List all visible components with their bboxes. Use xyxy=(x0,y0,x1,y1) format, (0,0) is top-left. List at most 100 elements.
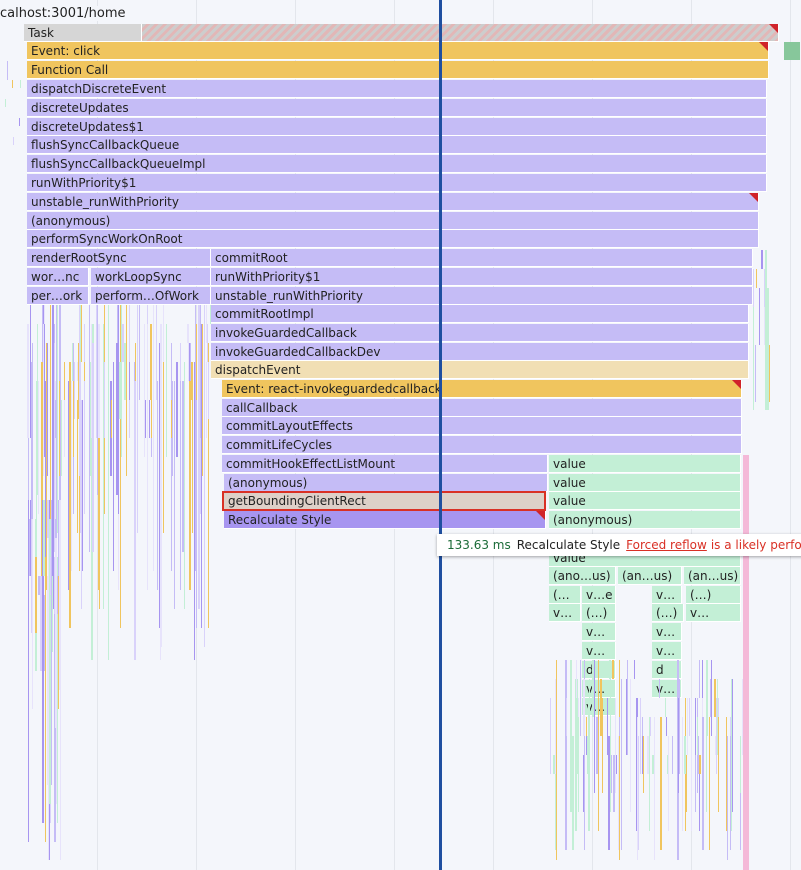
flame-sliver xyxy=(613,755,616,812)
flame-sliver xyxy=(625,679,627,755)
frame-invoke-guarded-callback[interactable]: invokeGuardedCallback xyxy=(211,324,749,342)
flame-sliver xyxy=(92,343,95,552)
flame-sliver xyxy=(571,698,573,812)
flame-sliver xyxy=(752,269,754,402)
flame-sliver xyxy=(104,362,106,438)
flame-sliver xyxy=(44,557,46,842)
frame-paren-short[interactable]: (…) xyxy=(582,604,616,622)
time-cursor-line[interactable] xyxy=(439,0,442,870)
frame-commit-root-impl[interactable]: commitRootImpl xyxy=(211,305,749,323)
frame-value[interactable]: value xyxy=(549,492,741,510)
flame-sliver xyxy=(78,343,80,419)
flame-sliver xyxy=(72,343,74,381)
frame-event-react-invokeguardedcallback[interactable]: Event: react-invokeguardedcallback xyxy=(222,380,742,398)
flame-sliver xyxy=(698,755,700,831)
frame-flush-sync-callback-queue[interactable]: flushSyncCallbackQueue xyxy=(27,136,767,154)
frame-value[interactable]: value xyxy=(549,474,741,492)
frame-commit-layout-effects[interactable]: commitLayoutEffects xyxy=(222,417,742,435)
frame-work-loop-sync[interactable]: workLoopSync xyxy=(91,268,211,286)
frame-paren-short[interactable]: (… xyxy=(549,586,581,604)
flame-sliver xyxy=(46,576,49,785)
frame-function-call[interactable]: Function Call xyxy=(27,61,769,79)
flame-sliver xyxy=(612,660,615,679)
tooltip: 133.63 ms Recalculate Style Forced reflow i… xyxy=(437,534,801,556)
frame-paren-short[interactable]: (…) xyxy=(686,586,741,604)
frame-render-root-sync[interactable]: renderRootSync xyxy=(27,249,211,267)
frame-anonymous-short[interactable]: (ano…us) xyxy=(549,567,616,585)
frame-commit-hook-effect-list-mount[interactable]: commitHookEffectListMount xyxy=(222,455,548,473)
frame-discrete-updates[interactable]: discreteUpdates xyxy=(27,99,767,117)
flame-sliver xyxy=(119,305,121,628)
flame-sliver xyxy=(121,305,123,457)
flame-sliver xyxy=(764,269,765,307)
flame-sliver xyxy=(46,500,49,538)
frame-anonymous-short[interactable]: (an…us) xyxy=(684,567,741,585)
frame-value-short[interactable]: v… xyxy=(582,642,616,660)
flame-sliver xyxy=(29,305,31,438)
frame-value-short[interactable]: v…e xyxy=(582,586,616,604)
frame-value-short[interactable]: v… xyxy=(549,604,581,622)
flame-sliver xyxy=(678,698,680,793)
tooltip-duration: 133.63 ms xyxy=(447,538,511,552)
flame-sliver xyxy=(549,698,551,774)
frame-d[interactable]: d xyxy=(652,661,682,679)
task-frame[interactable]: Task xyxy=(24,24,142,42)
flame-sliver xyxy=(589,679,591,755)
flame-sliver xyxy=(80,362,81,533)
flame-sliver xyxy=(30,362,33,628)
frame-recalculate-style[interactable]: Recalculate Style xyxy=(224,511,546,529)
frame-value[interactable]: value xyxy=(549,455,741,473)
frame-per-ork[interactable]: per…ork xyxy=(27,287,89,305)
flame-sliver xyxy=(591,660,594,717)
frame-value-short[interactable]: v… xyxy=(686,604,741,622)
flame-sliver xyxy=(182,381,185,552)
frame-value-short[interactable]: v… xyxy=(582,623,616,641)
flame-sliver xyxy=(706,660,708,736)
frame-paren-short[interactable]: (…) xyxy=(652,604,684,622)
flame-sliver xyxy=(27,324,30,438)
frame-unstable-run-with-priority[interactable]: unstable_runWithPriority xyxy=(27,193,759,211)
green-sliver xyxy=(784,42,800,60)
frame-wor-nc[interactable]: wor…nc xyxy=(27,268,89,286)
grid-line xyxy=(394,0,395,870)
flame-sliver xyxy=(57,305,59,381)
forced-reflow-link[interactable]: Forced reflow xyxy=(626,538,707,552)
flame-sliver xyxy=(118,400,120,590)
frame-value-short[interactable]: v… xyxy=(652,642,682,660)
flame-sliver xyxy=(35,557,38,633)
frame-get-bounding-client-rect-selected[interactable]: getBoundingClientRect xyxy=(222,491,546,511)
frame-discrete-updates-1[interactable]: discreteUpdates$1 xyxy=(27,118,767,136)
frame-anonymous[interactable]: (anonymous) xyxy=(27,212,759,230)
frame-anonymous-c[interactable]: (anonymous) xyxy=(549,511,741,529)
frame-perform-sync-work-on-root[interactable]: performSyncWorkOnRoot xyxy=(27,230,759,248)
flame-sliver xyxy=(49,305,51,590)
frame-invoke-guarded-callback-dev[interactable]: invokeGuardedCallbackDev xyxy=(211,343,749,361)
frame-value-short[interactable]: v… xyxy=(652,586,682,604)
frame-run-with-priority-1b[interactable]: runWithPriority$1 xyxy=(211,268,753,286)
frame-unstable-run-with-priority-b[interactable]: unstable_runWithPriority xyxy=(211,287,753,305)
frame-call-callback[interactable]: callCallback xyxy=(222,399,742,417)
frame-commit-root[interactable]: commitRoot xyxy=(211,249,753,267)
flame-sliver xyxy=(190,362,192,400)
frame-anonymous-short[interactable]: (an…us) xyxy=(618,567,682,585)
frame-commit-life-cycles[interactable]: commitLifeCycles xyxy=(222,436,742,454)
task-frame-long[interactable] xyxy=(142,24,779,42)
frame-dispatch-event[interactable]: dispatchEvent xyxy=(211,361,749,379)
flame-sliver xyxy=(694,755,696,812)
flame-sliver xyxy=(80,305,82,362)
frame-anonymous-b[interactable]: (anonymous) xyxy=(224,474,548,492)
frame-dispatch-discrete-event[interactable]: dispatchDiscreteEvent xyxy=(27,80,767,98)
flame-sliver xyxy=(764,250,767,410)
frame-event-click[interactable]: Event: click xyxy=(27,42,769,60)
frame-flush-sync-callback-queue-impl[interactable]: flushSyncCallbackQueueImpl xyxy=(27,155,767,173)
flame-sliver xyxy=(98,324,100,438)
frame-value-short[interactable]: v… xyxy=(652,623,682,641)
frame-d[interactable]: d xyxy=(582,661,616,679)
frame-run-with-priority-1[interactable]: runWithPriority$1 xyxy=(27,174,767,192)
flame-sliver xyxy=(136,305,138,533)
flame-sliver xyxy=(150,362,152,438)
flame-sliver xyxy=(634,660,636,679)
frame-perform-of-work[interactable]: perform…OfWork xyxy=(91,287,211,305)
flame-sliver xyxy=(44,305,46,324)
